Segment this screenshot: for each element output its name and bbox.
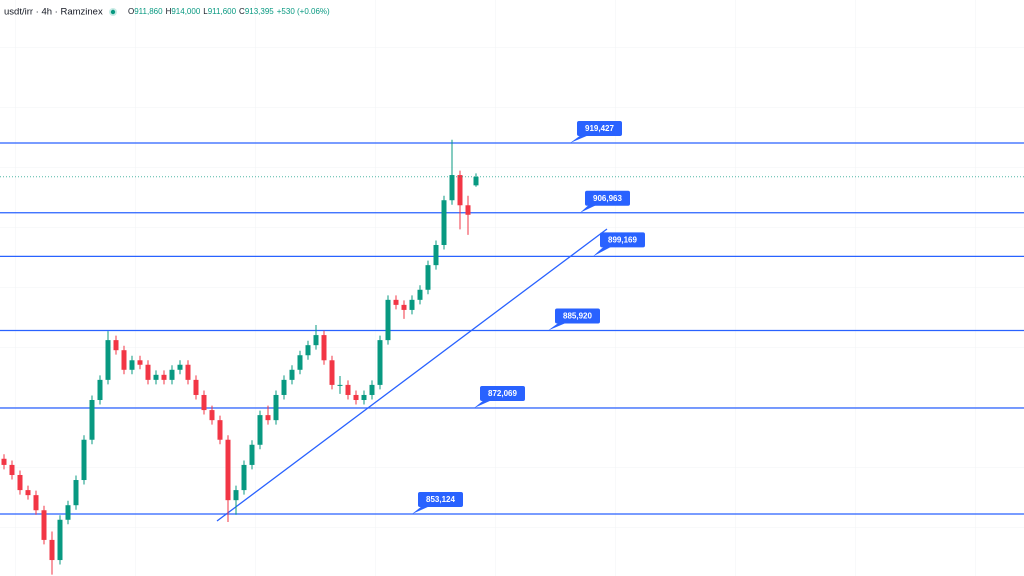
candle-body: [401, 304, 407, 310]
ohlc-legend: O 911,860 H 914,000 L 911,600 C 913,395 +530 (+0…: [128, 7, 330, 16]
level-label-pointer: [548, 322, 567, 331]
candle-body: [105, 340, 111, 380]
level-label-box: [555, 308, 600, 324]
level-label-pointer: [570, 134, 589, 143]
ohlc-value: 911,860: [134, 7, 163, 16]
candle-body: [441, 200, 447, 245]
candle-body: [97, 379, 103, 401]
level-label: 906,963: [593, 194, 622, 203]
candle-body: [433, 244, 439, 266]
candle-body: [17, 474, 23, 491]
candle-body: [49, 539, 55, 561]
level-label-box: [585, 190, 630, 206]
ohlc-key: C: [239, 7, 245, 16]
candle-body: [9, 464, 15, 475]
candle-body: [289, 369, 295, 380]
candle-body: [385, 299, 391, 341]
level-label-pointer: [412, 506, 430, 515]
candle-body: [185, 364, 191, 380]
ohlc-change: +530 (+0.06%): [277, 7, 330, 16]
candle-body: [425, 265, 431, 290]
candle-body: [417, 289, 423, 300]
candle-body: [193, 379, 199, 395]
candle-body: [449, 175, 455, 201]
ohlc-value: 914,000: [171, 7, 200, 16]
level-label: 853,124: [426, 495, 455, 504]
level-label-box: [577, 120, 622, 136]
candle-body: [201, 394, 207, 411]
candle-body: [41, 510, 47, 540]
candle-body: [121, 350, 127, 370]
level-labels: 919,427 906,963 899,169 885,920 872,069 853,1…: [412, 120, 645, 515]
candle-body: [329, 360, 335, 385]
candle-body: [1, 458, 7, 465]
candle-body: [457, 175, 463, 206]
status-dot: [110, 9, 116, 15]
candle-body: [217, 420, 223, 440]
level-label-pointer: [580, 204, 597, 213]
candle-body: [361, 394, 367, 401]
candle-body: [345, 384, 351, 395]
level-label: 919,427: [585, 124, 614, 133]
candle-body: [113, 340, 119, 351]
candle-body: [161, 374, 167, 380]
candle-body: [321, 335, 327, 361]
candle-body: [241, 464, 247, 491]
candle-body: [209, 410, 215, 421]
candle-body: [65, 505, 71, 520]
candle-body: [281, 379, 287, 395]
level-label-box: [480, 386, 525, 402]
candle-body: [145, 364, 151, 380]
level-label-box: [418, 492, 463, 508]
candle-body: [305, 345, 311, 356]
candle-body: [377, 340, 383, 385]
candle-body: [137, 360, 143, 365]
candle-body: [313, 335, 319, 346]
candle-body: [81, 439, 87, 481]
candle-body: [273, 394, 279, 421]
header: usdt/irr · 4h · Ramzinex O 911,860 H 914,00…: [4, 7, 330, 18]
candle-body: [393, 299, 399, 305]
level-label-pointer: [593, 246, 612, 257]
candle-body: [153, 374, 159, 380]
candle-body: [369, 384, 375, 395]
levels: [0, 142, 1024, 515]
candles: [0, 139, 1024, 575]
ohlc-key: L: [203, 7, 208, 16]
candle-body: [233, 490, 239, 501]
candle-body: [177, 364, 183, 370]
level-label: 885,920: [563, 312, 592, 321]
ohlc-key: O: [128, 7, 134, 16]
candle-body: [25, 490, 31, 496]
ohlc-value: 911,600: [208, 7, 237, 16]
candle-body: [225, 439, 231, 501]
candle-body: [89, 400, 95, 440]
ohlc-key: H: [166, 7, 172, 16]
level-label-pointer: [474, 400, 492, 409]
trend-line: [216, 228, 608, 522]
level-label: 872,069: [488, 389, 517, 398]
candle-body: [169, 369, 175, 380]
candle-body: [257, 415, 263, 445]
candle-body: [249, 444, 255, 465]
chart-title: usdt/irr · 4h · Ramzinex: [4, 7, 103, 18]
level-label-box: [600, 232, 645, 248]
candle-body: [353, 394, 359, 401]
candle-body: [265, 415, 271, 421]
ohlc-value: 913,395: [245, 7, 274, 16]
candle-body: [473, 176, 479, 186]
candle-body: [57, 519, 63, 561]
candle-body: [129, 360, 135, 370]
candle-body: [409, 299, 415, 310]
candle-body: [297, 355, 303, 370]
level-label: 899,169: [608, 235, 637, 244]
candle-body: [337, 384, 343, 386]
candle-body: [73, 480, 79, 506]
candle-body: [465, 205, 471, 215]
candle-body: [33, 495, 39, 511]
